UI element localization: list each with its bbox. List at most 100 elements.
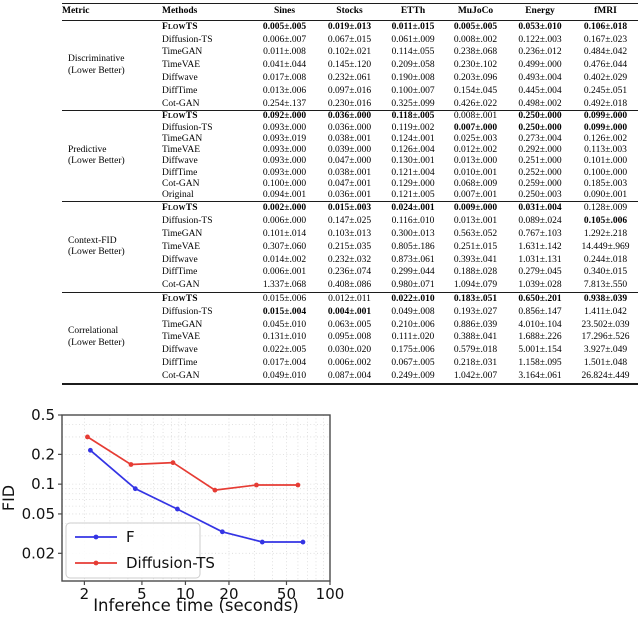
table-header: Metric Methods Sines Stocks ETTh MuJoCo Energy…: [62, 4, 638, 21]
value-cell: 23.502±.039: [581, 319, 630, 330]
value-cell: 0.093±.000: [262, 156, 307, 167]
value-cell: 0.090±.001: [583, 190, 628, 201]
value-cell: 0.008±.002: [453, 34, 498, 45]
value-cell: 14.449±.969: [581, 241, 630, 252]
value-cell: 0.041±.044: [262, 60, 307, 71]
method-name: TimeGAN: [162, 47, 203, 58]
method-name: DiffTime: [162, 167, 198, 178]
value-cell: 0.183±.051: [453, 293, 498, 304]
value-cell: 0.005±.005: [262, 21, 307, 32]
value-cell: 0.236±.074: [327, 267, 372, 278]
table-row: Cot-GAN 0.049±.010 0.087±.004 0.249±.009 1.0…: [62, 370, 638, 384]
table-row: Cot-GAN 1.337±.068 0.408±.086 0.980±.071 1.0…: [62, 279, 638, 292]
data-point-Diffusion-TS: [128, 462, 134, 467]
metric-label: Discriminative (Lower Better): [68, 54, 125, 76]
results-table: Metric Methods Sines Stocks ETTh MuJoCo Energy…: [62, 3, 638, 385]
value-cell: 0.013±.006: [262, 85, 307, 96]
value-cell: 1.094±.079: [453, 280, 498, 291]
value-cell: 0.094±.001: [262, 190, 307, 201]
value-cell: 0.006±.002: [327, 357, 372, 368]
value-cell: 0.498±.002: [518, 98, 562, 109]
x-tick-label: 5: [137, 585, 147, 603]
table-row: Diffusion-TS 0.093±.000 0.036±.000 0.119±.0…: [62, 123, 638, 134]
value-cell: 0.250±.000: [518, 122, 562, 133]
value-cell: 0.102±.021: [327, 47, 372, 58]
metric-label: Predictive (Lower Better): [68, 144, 125, 167]
value-cell: 0.036±.001: [327, 190, 372, 201]
fid-vs-inference-time-chart: 2 5 10 20 50 100 0.5 0.2 0.1 0.05 0.02 Inference ti…: [0, 406, 345, 615]
value-cell: 0.068±.009: [453, 178, 498, 189]
data-point-Diffusion-TS: [170, 460, 176, 466]
value-cell: 3.927±.049: [583, 345, 628, 356]
value-cell: 0.121±.004: [391, 167, 435, 178]
value-cell: 1.292±.218: [583, 228, 628, 239]
series-line-F: [89, 449, 303, 543]
x-tick-label: 2: [80, 585, 90, 603]
value-cell: 0.236±.012: [518, 47, 562, 58]
col-header-mujoco: MuJoCo: [457, 6, 494, 16]
value-cell: 0.873±.061: [391, 254, 435, 265]
table-row: Discriminative (Lower Better) FlowTS 0.005±…: [62, 20, 638, 76]
table-row: Diffwave 0.017±.008 0.232±.061 0.190±.008 0.…: [62, 72, 638, 85]
value-cell: 0.230±.016: [327, 98, 372, 109]
y-tick-label: 0.5: [31, 408, 55, 424]
data-point-F: [300, 539, 306, 545]
value-cell: 0.101±.014: [262, 228, 307, 239]
table-row: TimeGAN 0.093±.019 0.038±.001 0.124±.001 0.0…: [62, 134, 638, 145]
y-tick-label: 0.1: [31, 475, 55, 493]
metric-label: Correlational (Lower Better): [68, 326, 125, 348]
value-cell: 0.093±.019: [262, 133, 307, 144]
value-cell: 0.093±.000: [262, 122, 307, 133]
method-name: TimeGAN: [162, 133, 203, 144]
value-cell: 0.579±.018: [453, 345, 498, 356]
value-cell: 0.093±.000: [262, 167, 307, 178]
col-header-energy: Energy: [525, 6, 555, 16]
value-cell: 0.067±.005: [391, 357, 435, 368]
table-row: TimeVAE 0.131±.010 0.095±.008 0.111±.020 0.3…: [62, 331, 638, 344]
value-cell: 0.131±.010: [262, 332, 307, 343]
value-cell: 0.011±.015: [391, 21, 435, 32]
value-cell: 0.388±.041: [453, 332, 498, 343]
value-cell: 0.767±.103: [518, 228, 562, 239]
method-name: TimeVAE: [162, 60, 201, 71]
value-cell: 0.856±.147: [518, 306, 562, 317]
data-point-F: [219, 529, 225, 535]
data-point-F: [175, 506, 180, 512]
value-cell: 3.164±.061: [518, 370, 562, 381]
y-tick-label: 0.05: [22, 505, 55, 523]
value-cell: 0.095±.008: [327, 332, 372, 343]
value-cell: 0.006±.000: [262, 216, 307, 227]
value-cell: 0.492±.018: [583, 98, 628, 109]
value-cell: 1.411±.042: [584, 306, 627, 317]
value-cell: 0.232±.061: [327, 72, 372, 83]
table-row: TimeVAE 0.093±.000 0.039±.000 0.126±.004 0.0…: [62, 145, 638, 156]
value-cell: 0.307±.060: [262, 241, 307, 252]
col-header-etth: ETTh: [400, 6, 426, 16]
value-cell: 0.130±.001: [391, 156, 435, 167]
value-cell: 0.103±.013: [327, 228, 372, 239]
value-cell: 0.022±.010: [391, 293, 435, 304]
legend-label-F: F: [126, 528, 135, 546]
value-cell: 0.031±.004: [518, 203, 562, 214]
value-cell: 0.114±.055: [391, 47, 435, 58]
table-row: TimeGAN 0.101±.014 0.103±.013 0.300±.013 0.5…: [62, 228, 638, 241]
value-cell: 0.099±.000: [583, 122, 628, 133]
value-cell: 1.501±.048: [583, 357, 628, 368]
x-tick-label: 100: [316, 585, 345, 603]
value-cell: 0.106±.018: [583, 21, 628, 32]
value-cell: 0.938±.039: [583, 293, 628, 304]
value-cell: 0.124±.001: [391, 133, 435, 144]
value-cell: 0.175±.006: [391, 345, 435, 356]
value-cell: 0.017±.008: [262, 72, 307, 83]
value-cell: 0.980±.071: [391, 280, 435, 291]
value-cell: 0.251±.015: [453, 241, 498, 252]
value-cell: 0.126±.004: [391, 145, 435, 156]
value-cell: 0.093±.000: [262, 145, 307, 156]
value-cell: 0.013±.001: [453, 216, 498, 227]
method-name: FlowTS: [162, 111, 198, 122]
value-cell: 0.019±.013: [327, 21, 372, 32]
value-cell: 0.025±.003: [453, 133, 498, 144]
value-cell: 1.158±.095: [518, 357, 562, 368]
value-cell: 0.005±.005: [453, 21, 498, 32]
value-cell: 0.049±.008: [391, 306, 435, 317]
